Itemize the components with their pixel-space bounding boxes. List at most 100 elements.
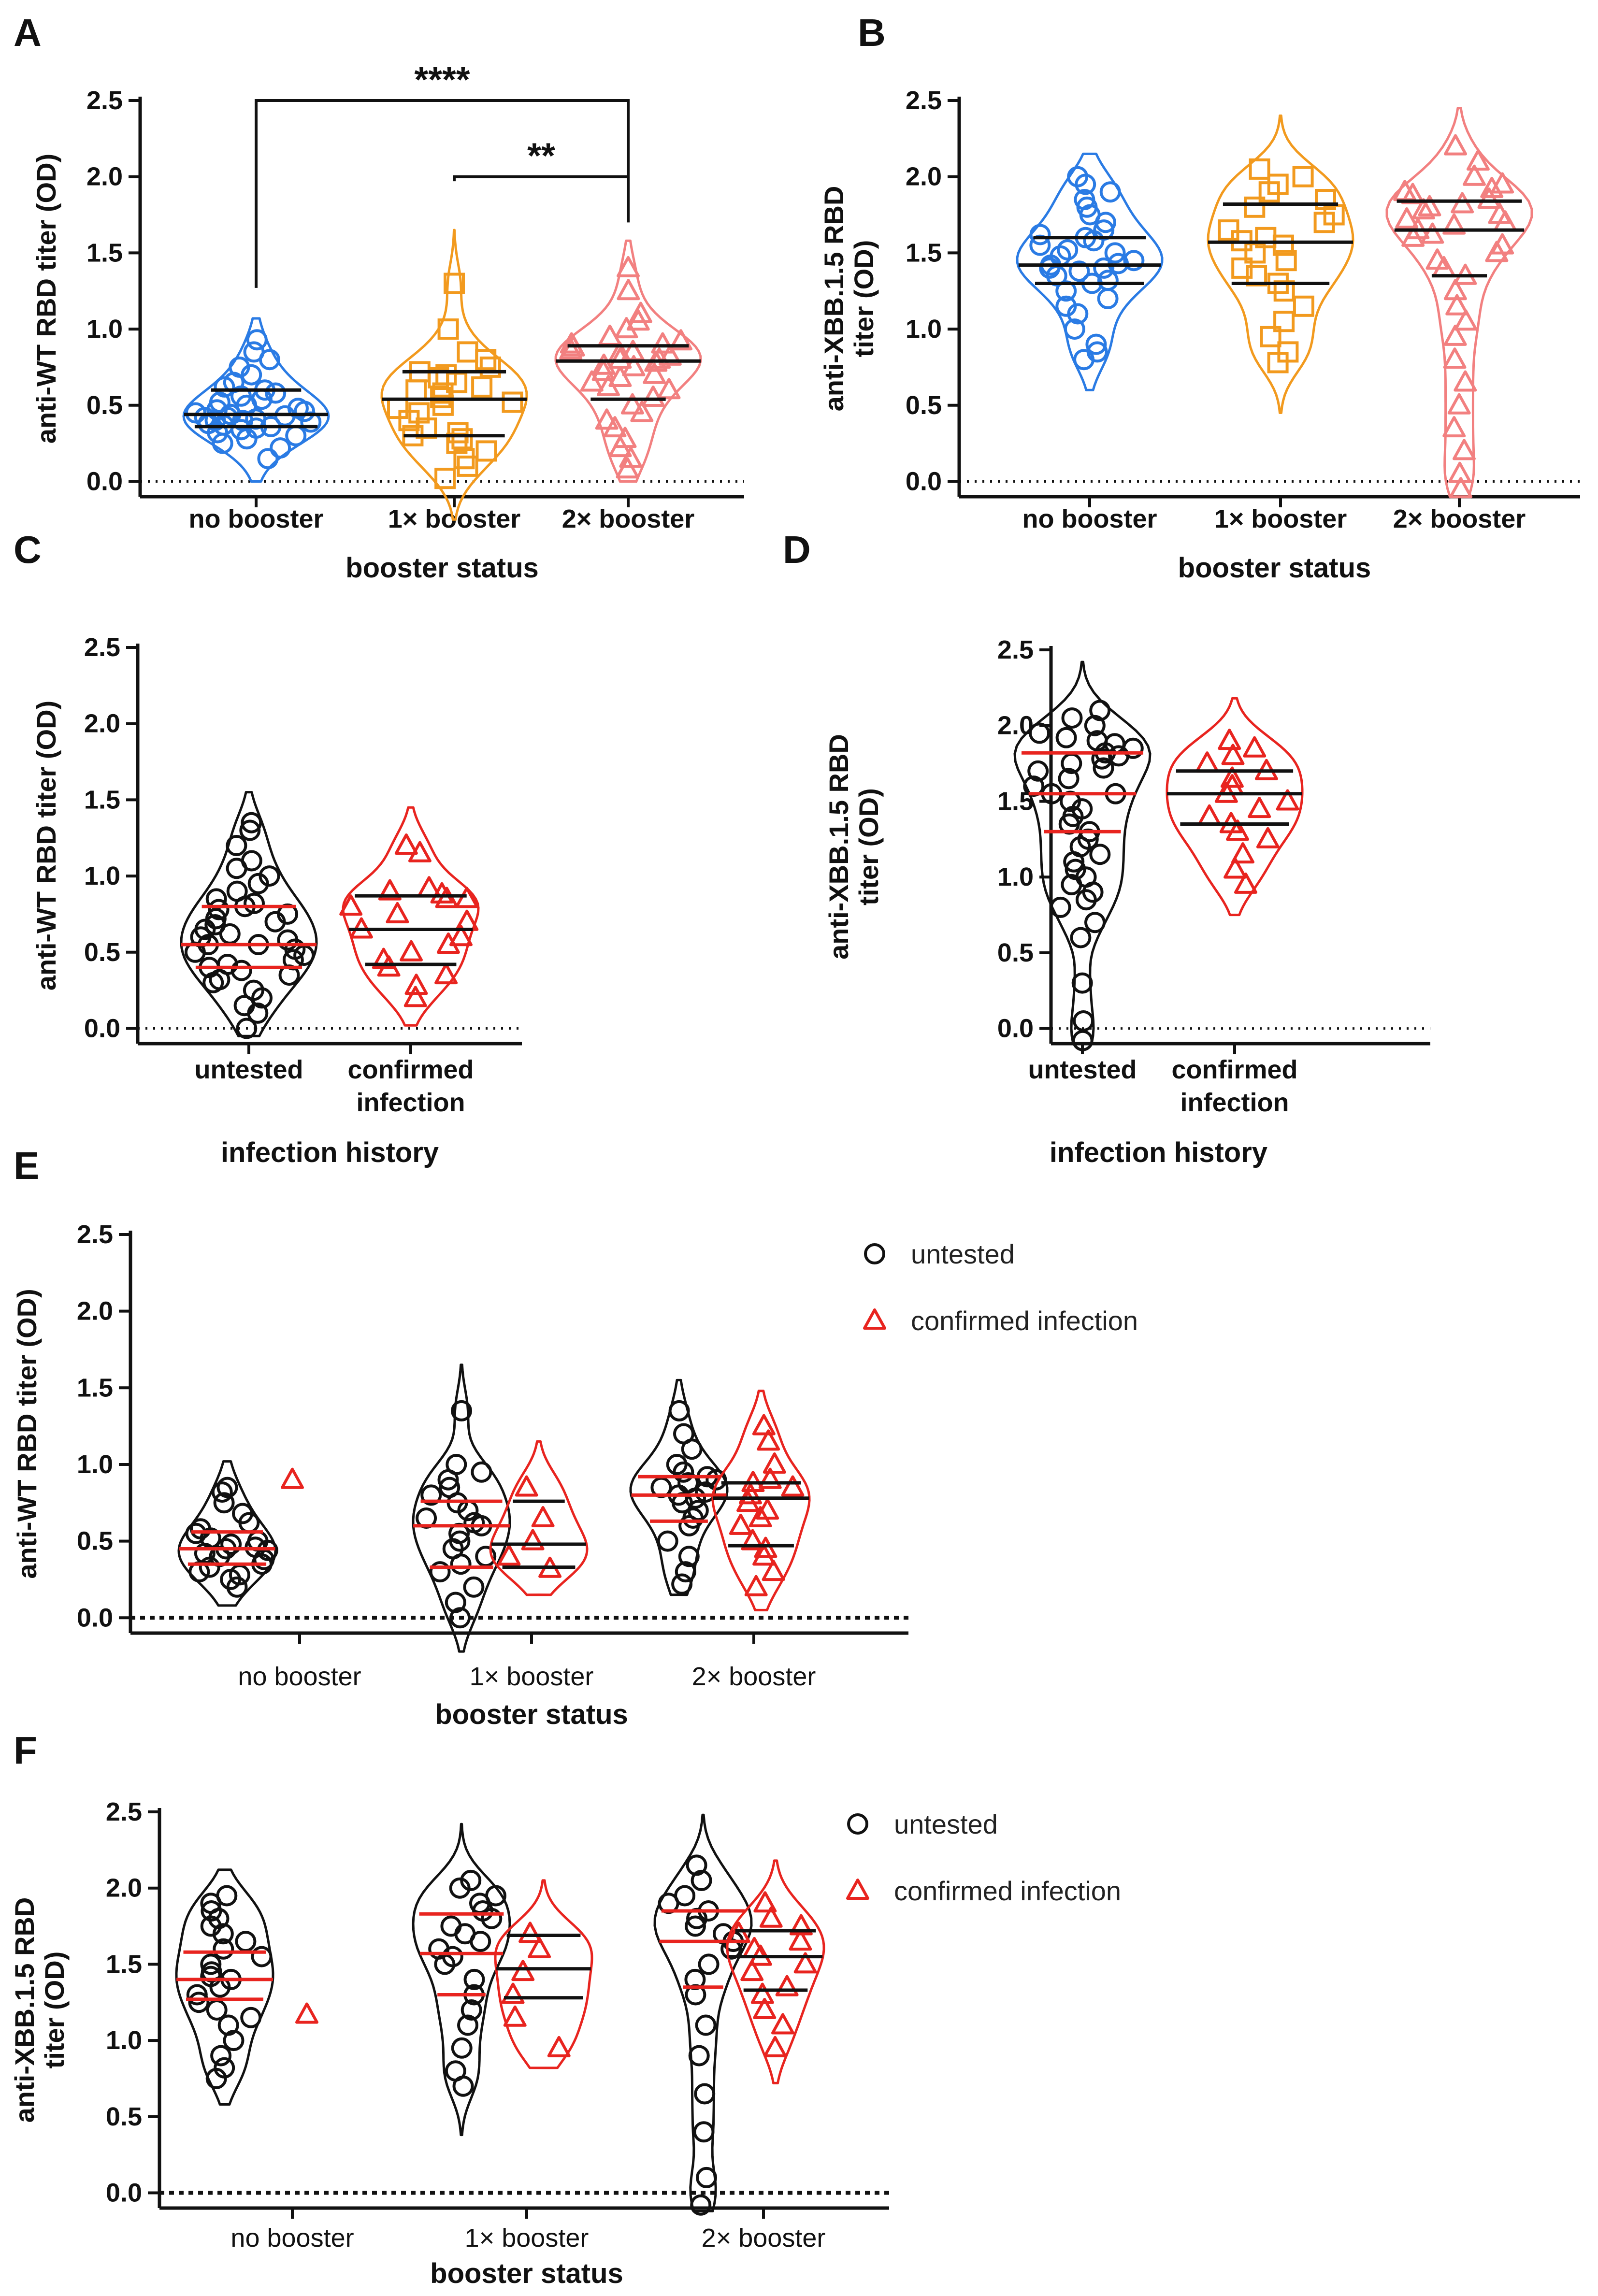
data-point bbox=[403, 986, 427, 1007]
significance-stars: **** bbox=[414, 59, 470, 100]
data-point bbox=[244, 892, 265, 914]
data-point bbox=[463, 1576, 485, 1598]
data-point bbox=[1443, 279, 1467, 301]
data-point bbox=[265, 382, 287, 404]
data-point bbox=[763, 2036, 787, 2057]
data-point bbox=[674, 1885, 696, 1907]
data-point bbox=[1218, 219, 1239, 241]
data-point bbox=[619, 446, 643, 468]
data-point bbox=[643, 362, 666, 384]
data-point bbox=[277, 929, 299, 951]
data-point bbox=[285, 425, 307, 446]
data-point bbox=[400, 940, 423, 961]
violin-outline bbox=[1207, 115, 1354, 415]
data-point bbox=[1068, 260, 1090, 282]
category-label: 2× booster bbox=[692, 1662, 816, 1691]
data-point bbox=[758, 1467, 782, 1489]
data-point bbox=[771, 2013, 794, 2035]
data-point bbox=[669, 329, 693, 351]
data-point bbox=[439, 1477, 461, 1498]
data-point bbox=[449, 925, 473, 947]
y-tick-label: 0.5 bbox=[86, 391, 123, 420]
data-point bbox=[1029, 722, 1051, 744]
y-tick-label: 0.0 bbox=[997, 1014, 1034, 1043]
data-point bbox=[451, 1400, 472, 1421]
panel-C: C 0.0 0.5 1.0 1.5 2.0 2.5 anti-WT RBD titer (OD… bbox=[14, 528, 522, 1168]
data-point bbox=[1231, 842, 1255, 864]
series-1× booster bbox=[1207, 115, 1354, 415]
series-2× booster-untested bbox=[653, 1813, 753, 2216]
y-tick-label: 1.5 bbox=[77, 1373, 113, 1402]
x-axis-label: booster status bbox=[346, 552, 539, 584]
violin-outline bbox=[653, 1813, 753, 2212]
data-point bbox=[1442, 416, 1466, 438]
data-point bbox=[257, 448, 279, 470]
series-2× booster-untested bbox=[629, 1378, 729, 1596]
data-point bbox=[1065, 859, 1086, 880]
data-point bbox=[1221, 744, 1245, 765]
violin-outline bbox=[629, 1378, 729, 1596]
data-point bbox=[1462, 164, 1486, 186]
data-point bbox=[378, 879, 402, 901]
data-point bbox=[216, 1885, 238, 1907]
category-label: 2× booster bbox=[1393, 504, 1526, 533]
data-point bbox=[214, 2057, 235, 2079]
panel-label: A bbox=[14, 11, 42, 54]
data-point bbox=[1466, 149, 1490, 171]
data-point bbox=[1444, 134, 1468, 156]
series-2× booster-confirmed infection bbox=[711, 1390, 811, 1611]
data-point bbox=[440, 1915, 462, 1937]
series-2× booster bbox=[1385, 107, 1533, 499]
data-point bbox=[657, 1530, 678, 1552]
data-point bbox=[1226, 819, 1250, 841]
data-point bbox=[580, 370, 604, 392]
y-axis-label: anti-WT RBD titer (OD) bbox=[31, 154, 61, 444]
data-point bbox=[1058, 768, 1080, 789]
violin-outline bbox=[1166, 697, 1304, 917]
category-label: 2× booster bbox=[702, 2224, 826, 2253]
y-tick-label: 0.0 bbox=[906, 467, 942, 496]
data-point bbox=[497, 1544, 521, 1566]
panel-E: E 0.0 0.5 1.0 1.5 2.0 2.5 anti-WT RBD titer (OD… bbox=[12, 1144, 1138, 1730]
data-point bbox=[200, 1953, 222, 1975]
data-point bbox=[1093, 757, 1114, 779]
data-point bbox=[1084, 912, 1106, 933]
series-no booster-confirmed infection bbox=[281, 1467, 304, 1489]
data-point bbox=[213, 1938, 234, 1960]
data-point bbox=[1085, 333, 1107, 355]
data-point bbox=[1067, 166, 1089, 187]
y-tick-label: 2.5 bbox=[106, 1797, 142, 1826]
y-tick-label: 2.0 bbox=[106, 1874, 142, 1903]
data-point bbox=[213, 1492, 235, 1514]
data-point bbox=[620, 393, 644, 415]
data-point bbox=[1064, 318, 1085, 340]
data-point bbox=[698, 1953, 720, 1975]
data-point bbox=[677, 1472, 699, 1493]
y-tick-label: 0.0 bbox=[106, 2178, 142, 2207]
data-point bbox=[463, 1968, 485, 1990]
data-point bbox=[471, 376, 493, 398]
data-point bbox=[1197, 804, 1221, 826]
data-point bbox=[209, 391, 230, 413]
data-point bbox=[461, 1999, 482, 2021]
data-point bbox=[210, 2045, 232, 2066]
data-point bbox=[436, 933, 460, 954]
y-tick-label: 1.5 bbox=[906, 238, 942, 267]
data-point bbox=[617, 279, 640, 301]
data-point bbox=[428, 1938, 450, 1960]
y-tick-label: 1.5 bbox=[84, 785, 120, 814]
category-label: infection bbox=[357, 1088, 465, 1117]
data-point bbox=[1249, 158, 1270, 180]
data-point bbox=[405, 379, 427, 401]
y-axis-label: anti-XBB.1.5 RBD bbox=[819, 186, 849, 412]
data-point bbox=[668, 1400, 690, 1421]
y-tick-label: 0.0 bbox=[77, 1603, 113, 1632]
y-axis-label: titer (OD) bbox=[853, 788, 884, 905]
data-point bbox=[201, 1900, 222, 1922]
data-point bbox=[394, 833, 418, 855]
data-point bbox=[671, 1573, 693, 1595]
data-point bbox=[1443, 324, 1467, 346]
data-point bbox=[386, 902, 409, 923]
data-point bbox=[705, 1469, 727, 1491]
data-point bbox=[1089, 844, 1111, 865]
